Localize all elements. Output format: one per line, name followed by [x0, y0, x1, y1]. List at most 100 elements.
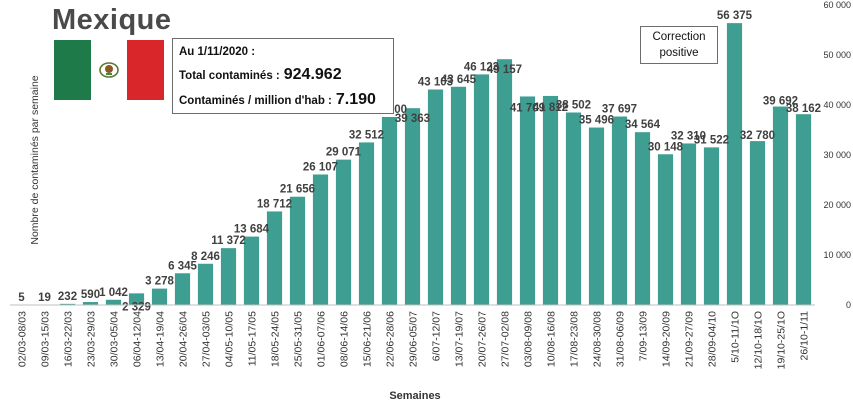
- data-label: 56 375: [717, 10, 753, 22]
- data-label: 29 071: [326, 147, 362, 159]
- summary-total: Total contaminés :924.962: [179, 62, 387, 87]
- x-tick-label: 23/03-29/03: [86, 311, 98, 367]
- x-tick-label: 24/08-30/08: [592, 311, 604, 367]
- per-million-label: Contaminés / million d'hab :: [179, 95, 332, 107]
- data-label: 37 697: [602, 104, 637, 116]
- x-tick-label: 08/06-14/06: [339, 311, 351, 367]
- bar: [312, 174, 329, 305]
- x-tick-label: 18/05-24/05: [270, 311, 282, 367]
- bar: [266, 211, 283, 305]
- x-tick-label: 15/06-21/06: [362, 311, 374, 367]
- bar: [496, 59, 513, 306]
- x-tick-label: 09/03-15/03: [40, 311, 52, 367]
- correction-line-1: Correction: [652, 31, 706, 43]
- eagle-emblem-icon: [99, 62, 119, 78]
- bar: [335, 159, 352, 305]
- data-label: 2 329: [122, 301, 151, 313]
- bar: [404, 108, 421, 305]
- x-tick-label: 16/03-22/03: [63, 311, 75, 367]
- summary-per-million: Contaminés / million d'hab :7.190: [179, 87, 387, 112]
- bar: [174, 273, 191, 305]
- bar: [427, 89, 444, 305]
- bar: [197, 263, 214, 305]
- data-label: 232: [58, 291, 77, 303]
- data-label: 34 564: [625, 119, 661, 131]
- bar: [542, 95, 559, 305]
- data-label: 39 363: [395, 113, 430, 125]
- summary-box: Au 1/11/2020 : Total contaminés :924.962…: [172, 38, 394, 114]
- bar: [657, 154, 674, 305]
- data-label: 32 512: [349, 129, 384, 141]
- bar: [105, 299, 122, 305]
- x-axis-ticks: 02/03-08/03 09/03-15/03 16/03-22/03 23/03-2…: [17, 311, 811, 370]
- data-label: 590: [81, 289, 100, 301]
- bar: [450, 86, 467, 306]
- bar: [772, 106, 789, 305]
- y-axis-label: Nombre de contaminés par semaine: [29, 75, 41, 244]
- data-label: 43 103: [418, 76, 453, 88]
- bar: [59, 303, 76, 305]
- y-tick-label: 30 000: [823, 150, 851, 160]
- x-tick-label: 06/04-12/04: [132, 311, 144, 367]
- x-tick-label: 31/08-06/09: [615, 311, 627, 367]
- bar: [634, 132, 651, 305]
- bar: [703, 147, 720, 305]
- x-tick-label: 20/04-26/04: [178, 311, 190, 367]
- x-tick-label: 27/07-02/08: [500, 311, 512, 367]
- data-label: 13 684: [234, 224, 270, 236]
- bar: [128, 293, 145, 305]
- x-tick-label: 6/07-12/07: [431, 311, 443, 361]
- data-label: 5: [18, 292, 25, 304]
- x-tick-label: 11/05-17/05: [247, 311, 259, 366]
- country-title: Mexique: [52, 4, 172, 36]
- bar: [243, 236, 260, 305]
- bar: [289, 196, 306, 305]
- bar: [795, 114, 812, 305]
- x-tick-label: 28/09-04/10: [707, 311, 719, 367]
- x-tick-label: 22/06-28/06: [385, 311, 397, 367]
- bar: [611, 116, 628, 305]
- y-tick-label: 40 000: [823, 100, 851, 110]
- y-tick-label: 60 000: [823, 0, 851, 10]
- bar: [749, 141, 766, 305]
- data-label: 41 709: [510, 102, 545, 114]
- y-tick-label: 0: [846, 300, 851, 310]
- bar: [680, 143, 697, 305]
- x-tick-label: 27/04-03/05: [201, 311, 213, 367]
- x-tick-label: 14/09-20/09: [661, 311, 673, 367]
- x-tick-label: 10/08-16/08: [546, 311, 558, 367]
- x-tick-label: 13/04-19/04: [155, 311, 167, 367]
- data-label: 41 812: [533, 102, 568, 114]
- bar: [726, 23, 743, 305]
- bar: [220, 248, 237, 305]
- x-tick-label: 26/10-1/11: [799, 311, 811, 361]
- data-label: 30 148: [648, 141, 684, 153]
- data-label: 32 780: [740, 130, 775, 142]
- x-tick-label: 01/06-07/06: [316, 311, 328, 367]
- data-label: 32 310: [671, 130, 706, 142]
- data-label: 18 712: [257, 198, 292, 210]
- x-tick-label: 19/10-25/1O: [776, 311, 788, 369]
- x-tick-label: 30/03-05/04: [109, 311, 121, 367]
- correction-annotation: Correction positive: [640, 26, 718, 64]
- y-tick-label: 50 000: [823, 50, 851, 60]
- data-label: 46 123: [464, 61, 499, 73]
- x-tick-label: 02/03-08/03: [17, 311, 29, 367]
- y-tick-label: 20 000: [823, 200, 851, 210]
- x-axis-label: Semaines: [389, 390, 440, 402]
- bar: [519, 96, 536, 305]
- data-label: 39 692: [763, 96, 798, 108]
- y-axis-ticks: 0 10 000 20 000 30 000 40 000 50 000 60 000: [823, 0, 851, 310]
- data-label: 49 157: [487, 64, 522, 76]
- mexico-flag-icon: [54, 40, 165, 100]
- total-value: 924.962: [283, 66, 342, 83]
- bar: [473, 74, 490, 305]
- data-label: 19: [38, 292, 51, 304]
- x-tick-label: 25/05-31/05: [293, 311, 305, 367]
- x-tick-label: 5/10-11/1O: [730, 311, 742, 363]
- x-tick-label: 21/09-27/09: [684, 311, 696, 367]
- correction-line-2: positive: [659, 47, 699, 59]
- data-label: 43 645: [441, 74, 477, 86]
